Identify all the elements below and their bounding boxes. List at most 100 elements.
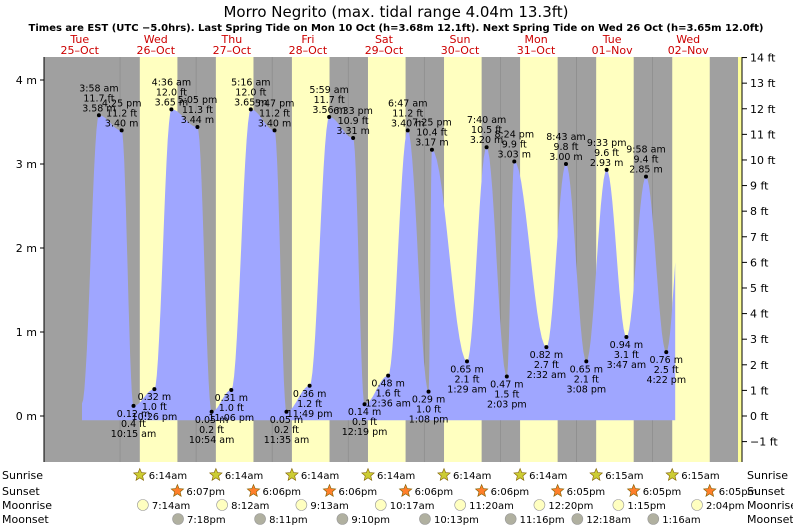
tide-feet: 1.0 ft <box>416 405 441 416</box>
tide-time: 2:32 am <box>527 370 566 381</box>
tide-time: 11:35 am <box>264 435 309 446</box>
tide-feet: 10.9 ft <box>338 116 369 127</box>
tide-metres: 0.82 m <box>530 350 563 361</box>
tide-point <box>512 159 517 164</box>
left-tick-label: 4 m <box>16 74 37 87</box>
day-name: Wed <box>676 33 700 46</box>
tide-point <box>169 107 174 112</box>
tide-feet: 2.7 ft <box>534 360 559 371</box>
day-date: 29–Oct <box>365 44 404 57</box>
moonset-time: 1:16am <box>662 515 700 525</box>
tide-time: 12:19 pm <box>342 427 388 438</box>
moonrise-time: 9:13am <box>310 501 348 512</box>
moon-icon <box>419 513 431 525</box>
tide-feet: 9.9 ft <box>502 139 527 150</box>
tide-feet: 12.0 ft <box>156 87 187 98</box>
tide-feet: 11.3 ft <box>182 105 213 116</box>
moonrise-row-label: Moonrise <box>2 499 52 512</box>
sunrise-row-label-right: Sunrise <box>747 469 788 482</box>
tide-time: 9:33 pm <box>587 138 627 149</box>
sunset-time: 6:06pm <box>339 487 378 498</box>
daylight-band <box>672 57 710 462</box>
chart-title: Morro Negrito (max. tidal range 4.04m 13… <box>223 3 568 21</box>
tide-metres: 0.14 m <box>348 407 381 418</box>
tide-time: 5:16 am <box>231 77 270 88</box>
tide-point <box>426 389 431 394</box>
tide-metres: 3.40 m <box>391 118 424 129</box>
tide-metres: 3.00 m <box>549 152 582 163</box>
chart-subtitle: Times are EST (UTC −5.0hrs). Last Spring… <box>29 23 764 34</box>
sunrise-time: 6:14am <box>377 471 415 482</box>
moonrise-time: 11:20am <box>469 501 514 512</box>
day-date: 25–Oct <box>60 44 99 57</box>
sun-star-icon <box>208 467 223 481</box>
tide-feet: 0.4 ft <box>121 419 146 430</box>
sunset-time: 6:05pm <box>567 487 606 498</box>
moon-icon <box>454 499 466 511</box>
tide-point <box>272 128 277 133</box>
right-tick-label: 12 ft <box>750 103 776 116</box>
tide-feet: 10.4 ft <box>416 128 447 139</box>
tide-point <box>604 167 609 172</box>
tide-feet: 1.5 ft <box>494 390 519 401</box>
tide-time: 3:08 pm <box>566 384 606 395</box>
tide-feet: 1.6 ft <box>376 389 401 400</box>
tide-point <box>429 147 434 152</box>
tide-time: 3:47 am <box>607 360 646 371</box>
day-name: Sat <box>375 33 394 46</box>
day-date: 01–Nov <box>592 44 633 57</box>
right-tick-label: 10 ft <box>750 154 776 167</box>
tide-time: 7:40 am <box>467 115 506 126</box>
tide-time: 11:06 pm <box>208 413 254 424</box>
sun-star-icon <box>513 467 528 481</box>
tide-time: 12:36 am <box>365 399 410 410</box>
sun-star-icon <box>322 483 337 497</box>
left-tick-label: 2 m <box>16 242 37 255</box>
right-tick-label: −1 ft <box>750 436 778 449</box>
tide-metres: 3.03 m <box>498 149 531 160</box>
tide-point <box>584 359 589 364</box>
moonrise-time: 12:20pm <box>548 501 593 512</box>
tide-time: 5:59 am <box>309 85 348 96</box>
sun-star-icon <box>398 483 413 497</box>
tide-point <box>284 409 289 414</box>
tide-point <box>544 345 549 350</box>
moon-icon <box>571 513 584 525</box>
tide-feet: 11.2 ft <box>106 108 137 119</box>
tide-point <box>195 125 200 130</box>
sunset-time: 6:05pm <box>719 487 758 498</box>
tide-time: 4:25 pm <box>102 98 142 109</box>
sunset-time: 6:06pm <box>491 487 530 498</box>
tide-time: 7:25 pm <box>412 118 452 129</box>
day-name: Fri <box>301 33 314 46</box>
day-name: Thu <box>221 33 243 46</box>
right-tick-label: 2 ft <box>750 359 769 372</box>
tide-feet: 2.5 ft <box>654 365 679 376</box>
tide-point <box>131 403 136 408</box>
tide-point <box>664 350 669 355</box>
tide-metres: 0.65 m <box>450 364 483 375</box>
day-name: Tue <box>69 33 89 46</box>
moon-icon <box>254 513 266 525</box>
moonrise-time: 8:12am <box>231 501 269 512</box>
tide-area <box>82 109 676 421</box>
moonset-row-label-right: Moonset <box>747 513 793 525</box>
tide-metres: 3.65 m <box>155 97 188 108</box>
moonset-time: 8:11pm <box>269 515 308 525</box>
tide-feet: 11.7 ft <box>83 93 114 104</box>
tide-metres: 3.65 m <box>234 97 267 108</box>
tide-time: 10:54 am <box>189 435 234 446</box>
moonset-row-label: Moonset <box>2 513 49 525</box>
moon-icon <box>647 513 660 525</box>
tide-feet: 0.5 ft <box>352 417 377 428</box>
tide-feet: 9.4 ft <box>633 155 658 166</box>
sunrise-time: 6:14am <box>301 471 339 482</box>
tide-metres: 0.76 m <box>650 355 683 366</box>
sun-star-icon <box>361 467 375 481</box>
tide-metres: 3.58 m <box>82 103 115 114</box>
tide-point <box>484 145 489 150</box>
moon-icon <box>374 499 387 511</box>
tide-feet: 9.8 ft <box>553 142 578 153</box>
tide-feet: 0.2 ft <box>274 425 299 436</box>
